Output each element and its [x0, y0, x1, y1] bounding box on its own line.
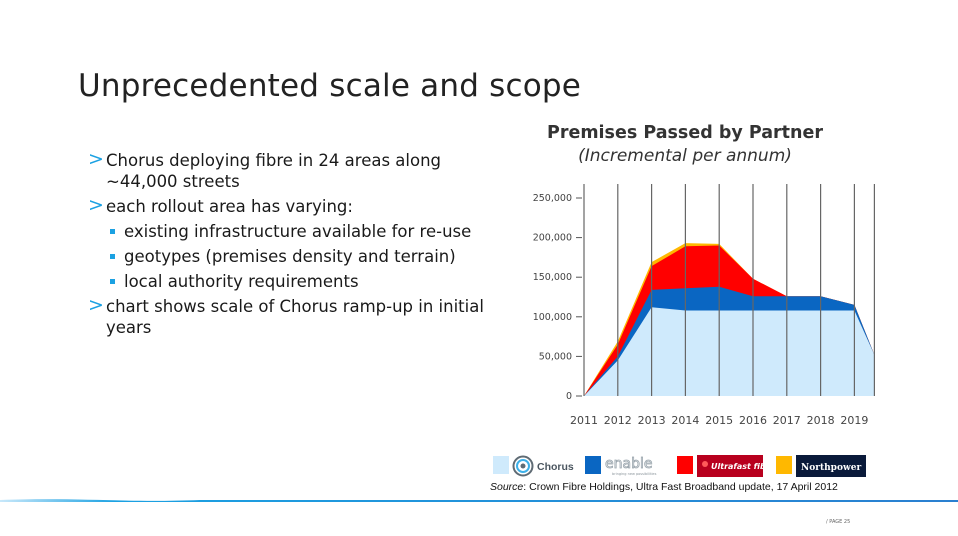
ultrafast-logo-icon: Ultrafast fibre — [702, 461, 776, 471]
legend-label: Ultrafast fibre — [711, 462, 763, 471]
source-text: : Crown Fibre Holdings, Ultra Fast Broad… — [523, 481, 838, 493]
sub-bullet-item: geotypes (premises density and terrain) — [88, 246, 498, 267]
x-tick-label: 2011 — [570, 414, 598, 427]
chart-legend: Chorus enable bringing new possibilities… — [493, 454, 873, 478]
northpower-logo-icon: Northpower — [801, 463, 861, 473]
slide-title: Unprecedented scale and scope — [78, 68, 582, 104]
bullet-item: > each rollout area has varying: — [88, 194, 498, 217]
x-tick-label: 2015 — [705, 414, 733, 427]
y-tick-label: 150,000 — [533, 272, 572, 283]
legend-swatch-ultrafast — [677, 456, 693, 474]
legend-swatch-northpower — [776, 456, 792, 474]
bullet-item: > chart shows scale of Chorus ramp-up in… — [88, 294, 498, 338]
source-note: Source: Crown Fibre Holdings, Ultra Fast… — [490, 481, 838, 493]
bullet-item: > Chorus deploying fibre in 24 areas alo… — [88, 148, 498, 192]
enable-logo-icon: enable bringing new possibilities — [605, 456, 657, 476]
bullet-text: local authority requirements — [124, 272, 359, 291]
x-tick-label: 2018 — [807, 414, 835, 427]
bullet-arrow-icon: > — [88, 294, 104, 316]
x-tick-label: 2013 — [638, 414, 666, 427]
bullet-text: existing infrastructure available for re… — [124, 222, 472, 241]
y-tick-label: 200,000 — [533, 233, 572, 244]
ultrafast-logo: Ultrafast fibre — [697, 455, 776, 477]
bullet-text: chart shows scale of Chorus ramp-up in i… — [106, 297, 484, 337]
square-bullet-icon — [110, 279, 115, 284]
enable-logo: enable bringing new possibilities — [603, 455, 671, 477]
y-tick-label: 0 — [566, 391, 572, 402]
footer-divider — [0, 499, 958, 502]
legend-swatch-chorus — [493, 456, 509, 474]
bullet-arrow-icon: > — [88, 148, 104, 170]
x-tick-label: 2017 — [773, 414, 801, 427]
x-tick-label: 2014 — [671, 414, 699, 427]
area-series-chorus — [584, 307, 875, 396]
y-tick-label: 250,000 — [533, 193, 572, 204]
sub-bullet-item: existing infrastructure available for re… — [88, 221, 498, 242]
legend-label: Northpower — [801, 463, 861, 473]
bullet-list: > Chorus deploying fibre in 24 areas alo… — [88, 148, 498, 342]
premises-area-chart: 0 50,000 100,000 150,000 200,000 250,000 2011 2… — [533, 184, 875, 427]
chart-subtitle: (Incremental per annum) — [578, 146, 792, 166]
x-tick-label: 2016 — [739, 414, 767, 427]
bullet-arrow-icon: > — [88, 194, 104, 216]
legend-label: enable — [605, 456, 652, 472]
sub-bullet-item: local authority requirements — [88, 271, 498, 292]
bullet-text: geotypes (premises density and terrain) — [124, 247, 456, 266]
square-bullet-icon — [110, 229, 115, 234]
legend-swatch-enable — [585, 456, 601, 474]
chorus-logo: Chorus — [512, 455, 576, 477]
legend-label: Chorus — [537, 461, 574, 473]
enable-tagline: bringing new possibilities — [612, 472, 657, 476]
y-tick-label: 100,000 — [533, 312, 572, 323]
y-tick-label: 50,000 — [539, 351, 572, 362]
x-tick-label: 2012 — [604, 414, 632, 427]
chart-title: Premises Passed by Partner — [547, 123, 823, 143]
page-number: / PAGE 25 — [826, 519, 851, 525]
bullet-text: each rollout area has varying: — [106, 197, 353, 216]
chart-title-block: Premises Passed by Partner (Incremental … — [520, 123, 850, 166]
square-bullet-icon — [110, 254, 115, 259]
x-tick-label: 2019 — [840, 414, 868, 427]
chorus-logo-icon: Chorus — [512, 455, 574, 477]
northpower-logo: Northpower — [796, 455, 866, 477]
source-label: Source — [490, 481, 524, 493]
bullet-text: Chorus deploying fibre in 24 areas along… — [106, 151, 442, 191]
